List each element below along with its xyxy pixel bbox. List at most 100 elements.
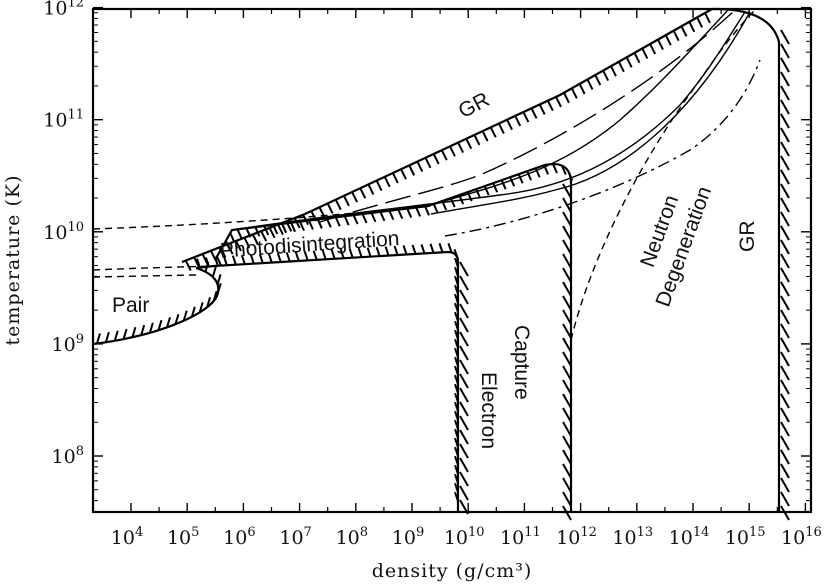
- photodisintegration-hatch: [411, 244, 417, 255]
- pair-hatch: [148, 322, 154, 334]
- pair-hatch: [157, 319, 163, 331]
- gr-right-boundary: [711, 7, 781, 512]
- gr-top-hatch: [489, 126, 497, 138]
- photodisintegration-upper-hatch: [500, 179, 507, 190]
- gr-top-hatch: [546, 100, 554, 112]
- gr-top-hatch: [538, 104, 546, 115]
- x-tick-label: 106: [223, 525, 255, 549]
- pair-hatch: [198, 302, 204, 313]
- track-short-dash-lower: [92, 265, 216, 271]
- electron-capture-left-hatch: [459, 457, 469, 473]
- electron-capture-label: Electron Capture: [477, 325, 533, 449]
- photodisintegration-upper-hatch: [299, 221, 305, 232]
- capture-label: Capture: [510, 325, 533, 400]
- gr-right-hatch: [780, 323, 790, 339]
- gr-top-hatch: [367, 183, 375, 195]
- y-tick-label: 108: [52, 444, 84, 468]
- electron-capture-right-hatch: [562, 393, 572, 409]
- gr-top-hatch: [602, 70, 610, 82]
- photodisintegration-hatch: [339, 248, 345, 259]
- gr-top-hatch: [688, 21, 696, 33]
- photodisintegration-upper-hatch: [397, 209, 404, 220]
- photodisintegration-hatch: [231, 255, 237, 266]
- photodisintegration-hatch: [384, 246, 390, 256]
- electron-capture-left-hatch: [459, 485, 469, 501]
- gr-top-hatch: [277, 224, 284, 236]
- electron-capture-right-hatch: [562, 309, 572, 325]
- photodisintegration-upper-hatch: [406, 208, 413, 218]
- gr-right-hatch: [780, 183, 790, 199]
- x-tick-label: 1011: [500, 525, 541, 549]
- gr-top-hatch: [375, 180, 383, 192]
- gr-top-hatch: [610, 65, 617, 77]
- gr-top-hatch: [497, 123, 505, 134]
- gr-top-hatch: [578, 83, 586, 95]
- photodisintegration-hatch: [429, 243, 435, 254]
- y-tick-label: 1010: [43, 220, 84, 244]
- photodisintegration-upper-hatch: [361, 213, 368, 224]
- photodisintegration-upper-hatch: [509, 176, 516, 187]
- photodisintegration-hatch: [438, 243, 444, 253]
- electron-capture-left-hatch: [459, 289, 469, 305]
- gr-right-hatch: [780, 29, 790, 45]
- electron-capture-left-hatch: [459, 429, 469, 445]
- gr-top-hatch: [235, 240, 242, 252]
- gr-right-hatch: [780, 197, 790, 213]
- gr-right-hatch: [780, 393, 790, 409]
- photodisintegration-hatch: [366, 247, 372, 257]
- track-solid-upper: [429, 9, 729, 206]
- pair-hatch: [211, 266, 217, 278]
- electron-label: Electron: [477, 372, 500, 449]
- x-tick-label: 105: [167, 525, 199, 549]
- photodisintegration-hatch: [303, 251, 309, 261]
- photodisintegration-upper-hatch: [281, 223, 288, 234]
- photodisintegration-hatch: [321, 250, 327, 260]
- electron-capture-left-hatch: [459, 401, 469, 417]
- y-tick-labels: 108 109 1010 1011 1012: [43, 0, 84, 468]
- gr-top-hatch: [563, 92, 570, 104]
- photodisintegration-hatch: [447, 243, 453, 253]
- gr-top-hatch: [400, 168, 407, 180]
- gr-top-hatch: [664, 34, 672, 46]
- gr-top-hatch: [408, 164, 416, 176]
- electron-capture-right-hatch: [562, 421, 572, 437]
- gr-top-hatch: [522, 111, 530, 123]
- gr-top-hatch: [704, 12, 711, 24]
- x-tick-label: 1014: [669, 525, 710, 549]
- x-tick-label: 108: [336, 525, 368, 549]
- photodisintegration-upper-hatch: [379, 211, 386, 222]
- pair-hatch: [104, 331, 110, 343]
- electron-capture-right-hatch: [562, 337, 572, 353]
- pair-hatch: [206, 296, 212, 308]
- electron-capture-right-hatch: [562, 407, 572, 423]
- gr-right-hatch: [780, 113, 790, 129]
- gr-top-hatch: [457, 142, 465, 153]
- photodisintegration-upper-hatch: [290, 222, 296, 233]
- gr-top-hatch: [633, 52, 641, 64]
- boundary-hatching: [96, 12, 790, 521]
- photodisintegration-upper-hatch: [229, 232, 236, 243]
- gr-top-hatch: [481, 130, 489, 142]
- electron-capture-right-hatch: [562, 365, 572, 381]
- electron-capture-right-hatch: [562, 281, 572, 297]
- x-tick-label: 1015: [725, 525, 766, 549]
- gr-right-hatch: [780, 267, 790, 283]
- gr-right-hatch: [780, 435, 790, 451]
- pair-hatch: [174, 313, 180, 325]
- gr-top-hatch: [432, 153, 440, 165]
- photodisintegration-hatch: [267, 253, 273, 263]
- photodisintegration-upper-hatch: [388, 210, 395, 221]
- x-tick-label: 1013: [612, 525, 653, 549]
- photodisintegration-hatch: [294, 251, 300, 262]
- x-tick-label: 1012: [556, 525, 597, 549]
- y-axis-label: temperature (K): [2, 175, 24, 346]
- track-neutron-degeneration: [570, 9, 756, 341]
- gr-right-hatch: [780, 309, 790, 325]
- gr-top-hatch: [351, 191, 358, 203]
- gr-right-hatch: [780, 491, 790, 507]
- photodisintegration-upper-hatch: [370, 212, 377, 223]
- x-tick-label: 1010: [444, 525, 485, 549]
- photodisintegration-hatch: [258, 253, 264, 264]
- gr-top-hatch: [696, 16, 704, 28]
